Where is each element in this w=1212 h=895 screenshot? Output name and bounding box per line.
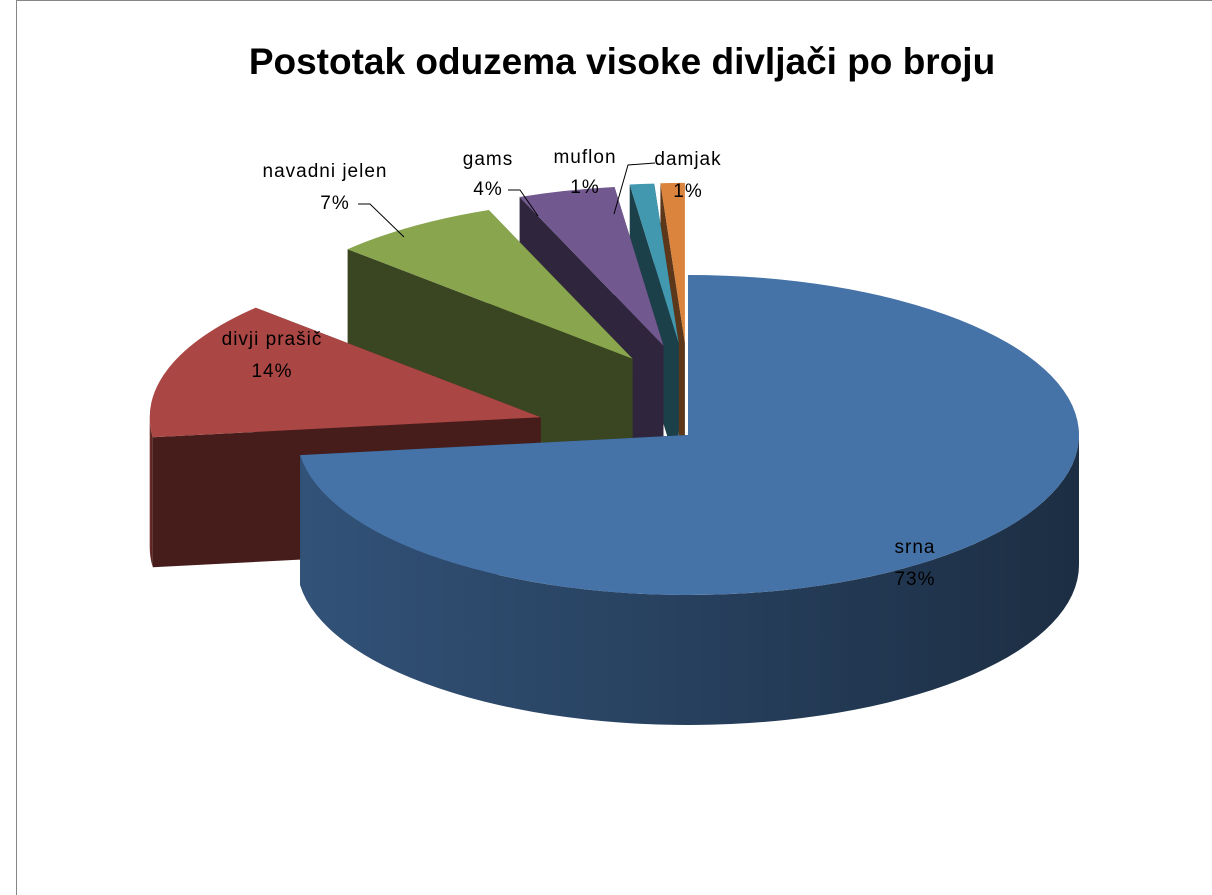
value-label: 1% <box>570 177 599 198</box>
leader-lines <box>358 162 656 238</box>
leader-line <box>613 162 656 215</box>
slice <box>660 182 685 343</box>
pie <box>149 182 1080 725</box>
slice-side <box>347 249 633 489</box>
data-labels: srna 73% divji prašič 14% navadni jelen 7% gam… <box>222 147 936 590</box>
slice-label: gams <box>463 149 513 170</box>
slice-label: srna <box>895 537 936 558</box>
slice <box>347 210 633 359</box>
slice <box>300 275 1080 595</box>
slice-label: divji prašič <box>222 329 323 350</box>
slice-label: damjak <box>654 149 721 170</box>
slice-label: muflon <box>553 147 616 168</box>
slice <box>629 183 679 344</box>
slice-wall <box>300 435 1080 725</box>
slice-label: navadni jelen <box>263 161 388 182</box>
slice <box>519 187 664 346</box>
value-label: 73% <box>894 569 935 590</box>
leader-line <box>358 203 405 238</box>
value-label: 4% <box>473 179 502 200</box>
value-label: 7% <box>320 193 349 214</box>
slice <box>149 307 541 438</box>
leader-line <box>508 189 539 217</box>
slice-wall <box>149 417 153 568</box>
value-label: 14% <box>251 361 292 382</box>
chart-title: Postotak oduzema visoke divljači po broj… <box>249 41 995 82</box>
value-label: 1% <box>673 181 702 202</box>
